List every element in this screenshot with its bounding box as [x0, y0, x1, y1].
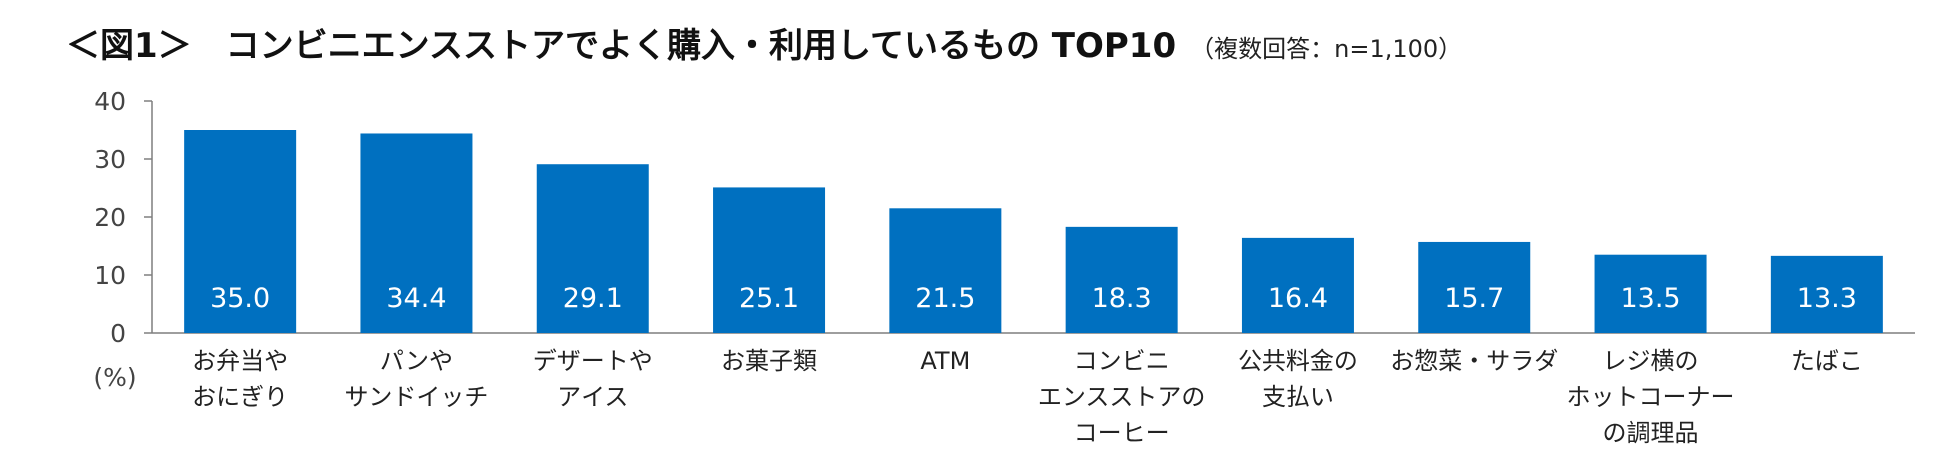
bar [1418, 241, 1531, 333]
bar [889, 208, 1002, 333]
category-label: レジ横の [1603, 347, 1699, 375]
category-label: ホットコーナー [1567, 383, 1735, 411]
category-label: の調理品 [1603, 419, 1699, 447]
category-label: コンビニ [1074, 347, 1170, 375]
category-label: お菓子類 [721, 347, 817, 375]
category-label: エンスストアの [1038, 383, 1206, 411]
bars [184, 130, 1883, 333]
category-label: サンドイッチ [344, 383, 488, 411]
bar-value-label: 15.7 [1444, 283, 1504, 314]
category-label: おにぎり [192, 383, 288, 411]
y-tick-label: 40 [94, 87, 126, 116]
bar [1241, 237, 1354, 333]
y-axis-label: (%) [93, 363, 136, 392]
chart-title-main: ＜図1＞ コンビニエンスストアでよく購入・利用しているもの TOP10 [66, 26, 1177, 66]
category-label: コーヒー [1074, 419, 1170, 447]
category-label: 公共料金の [1238, 347, 1358, 375]
category-label: パンや [380, 347, 453, 375]
bar [1770, 255, 1883, 333]
bar-value-label: 35.0 [210, 283, 270, 314]
category-label: お惣菜・サラダ [1390, 347, 1558, 375]
bar-value-label: 18.3 [1092, 283, 1152, 314]
bar-value-label: 16.4 [1268, 283, 1328, 314]
chart-subtitle: （複数回答：n=1,100） [1190, 35, 1463, 63]
bar-value-label: 13.3 [1797, 283, 1857, 314]
y-tick-label: 20 [94, 203, 126, 232]
bar [184, 130, 297, 333]
category-label: お弁当や [192, 347, 288, 375]
category-label: たばこ [1791, 347, 1863, 375]
y-tick-label: 30 [94, 145, 126, 174]
category-label: アイス [557, 383, 628, 411]
chart-title: ＜図1＞ コンビニエンスストアでよく購入・利用しているもの TOP10 （複数回答… [66, 18, 1462, 67]
axes: 0 10 20 30 40 (%) [93, 87, 1915, 392]
bar [536, 164, 649, 333]
bar-value-label: 13.5 [1620, 283, 1680, 314]
bar [1594, 254, 1707, 333]
category-label: ATM [920, 347, 970, 375]
category-label: 支払い [1262, 383, 1334, 411]
bar-value-label: 25.1 [739, 283, 799, 314]
bar [360, 133, 473, 333]
category-label: デザートや [533, 347, 653, 375]
bar-value-label: 21.5 [915, 283, 975, 314]
bar [713, 187, 826, 333]
bar-value-label: 29.1 [563, 283, 623, 314]
y-tick-label: 0 [110, 319, 126, 348]
bar-value-label: 34.4 [386, 283, 446, 314]
y-tick-label: 10 [94, 261, 126, 290]
bar [1065, 226, 1178, 333]
